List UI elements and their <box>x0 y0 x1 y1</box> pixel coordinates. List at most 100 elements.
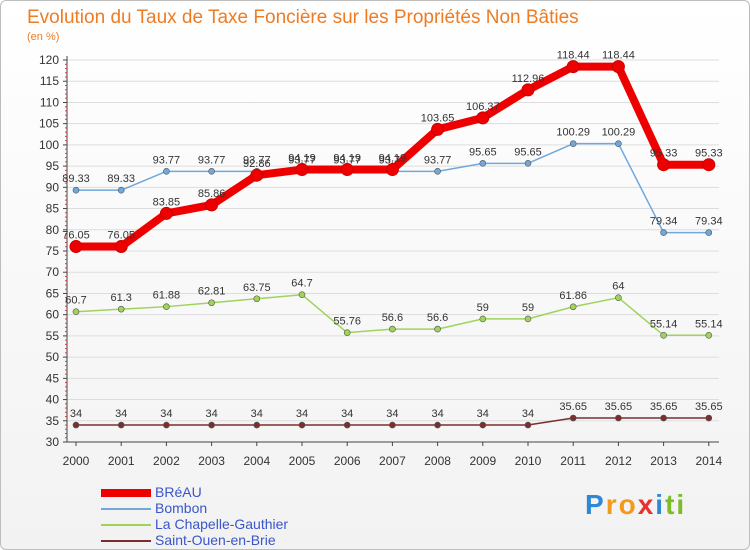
data-label: 89.33 <box>62 173 90 185</box>
data-point <box>389 325 396 333</box>
data-label: 95.65 <box>514 146 542 158</box>
data-point <box>298 421 306 429</box>
y-tick-label: 75 <box>46 244 60 258</box>
data-point <box>705 414 713 422</box>
data-point <box>566 60 580 74</box>
data-point <box>434 421 441 429</box>
x-tick-label: 2010 <box>515 454 542 468</box>
data-label: 93.77 <box>424 154 452 166</box>
data-label: 76.05 <box>107 230 135 242</box>
data-label: 34 <box>70 408 82 420</box>
x-tick-label: 2009 <box>469 454 496 468</box>
data-label: 94.19 <box>288 153 316 165</box>
data-point <box>253 295 261 303</box>
data-label: 34 <box>251 408 263 420</box>
data-label: 103.65 <box>421 112 455 124</box>
data-label: 62.81 <box>198 286 226 298</box>
data-point <box>208 168 215 175</box>
data-label: 93.77 <box>153 154 181 166</box>
data-label: 76.05 <box>62 230 90 242</box>
y-tick-label: 85 <box>46 202 60 216</box>
data-label: 83.85 <box>153 196 181 208</box>
x-tick-label: 2012 <box>605 454 632 468</box>
y-tick-label: 115 <box>40 74 59 88</box>
data-label: 55.14 <box>695 318 723 330</box>
y-tick-label: 45 <box>46 371 60 385</box>
data-point <box>163 168 170 175</box>
data-label: 94.19 <box>333 153 361 165</box>
data-label: 35.65 <box>559 401 587 413</box>
y-axis-unit-label: (en %) <box>27 31 60 43</box>
x-tick-label: 2006 <box>334 454 361 468</box>
y-tick-label: 80 <box>46 223 60 237</box>
x-tick-label: 2013 <box>650 454 677 468</box>
data-point <box>660 414 667 422</box>
series-la-chapelle-gauthier: 60.7 61.3 61.88 62.81 63.75 64.7 55.76 56.6 56.6… <box>65 278 723 339</box>
data-point <box>524 160 532 167</box>
data-label: 112.96 <box>512 73 545 85</box>
data-label: 79.34 <box>650 216 678 228</box>
y-tick-label: 40 <box>46 393 60 407</box>
data-label: 100.29 <box>602 127 636 139</box>
x-tick-label: 2007 <box>379 454 406 468</box>
data-point <box>479 160 487 167</box>
data-point <box>343 329 351 336</box>
data-label: 61.3 <box>110 292 131 304</box>
y-tick-label: 70 <box>46 265 60 279</box>
data-point <box>385 163 399 177</box>
data-point <box>163 303 170 310</box>
x-tick-label: 2003 <box>198 454 225 468</box>
y-tick-label: 120 <box>39 53 59 67</box>
data-label: 60.7 <box>65 295 86 307</box>
data-label: 34 <box>477 408 489 420</box>
data-point <box>250 168 264 182</box>
data-point <box>163 421 170 429</box>
data-point <box>72 421 80 429</box>
y-tick-label: 55 <box>46 329 60 343</box>
data-point <box>705 229 713 236</box>
data-label: 34 <box>205 408 217 420</box>
data-label: 35.65 <box>650 401 678 413</box>
series-br-au: 76.05 76.05 83.85 85.86 92.86 94.19 94.19 94.19… <box>62 50 723 254</box>
logo-letter: i <box>655 489 666 520</box>
data-point <box>702 158 716 172</box>
data-label: 64.7 <box>291 278 312 290</box>
y-tick-label: 60 <box>46 308 60 322</box>
x-tick-label: 2008 <box>424 454 451 468</box>
data-point <box>253 421 261 429</box>
data-point <box>524 421 532 429</box>
logo-letter: i <box>676 489 687 520</box>
data-label: 56.6 <box>427 312 448 324</box>
data-label: 61.86 <box>559 290 587 302</box>
data-point <box>343 421 351 429</box>
x-tick-label: 2004 <box>243 454 270 468</box>
data-point <box>72 186 80 194</box>
data-label: 34 <box>341 408 353 420</box>
legend-label: Bombon <box>155 500 208 516</box>
data-point <box>295 163 309 177</box>
logo-letter: x <box>637 489 656 520</box>
data-label: 100.29 <box>556 127 590 139</box>
legend-swatch <box>101 524 151 526</box>
data-point <box>615 414 622 422</box>
data-point <box>434 325 441 333</box>
data-point <box>340 163 354 177</box>
data-point <box>434 168 441 175</box>
data-label: 79.34 <box>695 216 723 228</box>
data-point <box>705 331 713 339</box>
data-label: 89.33 <box>107 173 135 185</box>
x-tick-label: 2005 <box>289 454 316 468</box>
data-point <box>208 421 215 429</box>
data-label: 34 <box>431 408 443 420</box>
x-tick-label: 2002 <box>153 454 180 468</box>
data-point <box>159 206 173 220</box>
data-label: 34 <box>296 408 308 420</box>
data-label: 95.33 <box>650 148 678 160</box>
data-label: 95.65 <box>469 146 497 158</box>
logo-letter: P <box>585 489 606 520</box>
data-label: 59 <box>522 302 534 314</box>
data-point <box>569 414 577 422</box>
data-point <box>389 421 396 429</box>
x-tick-label: 2000 <box>63 454 90 468</box>
